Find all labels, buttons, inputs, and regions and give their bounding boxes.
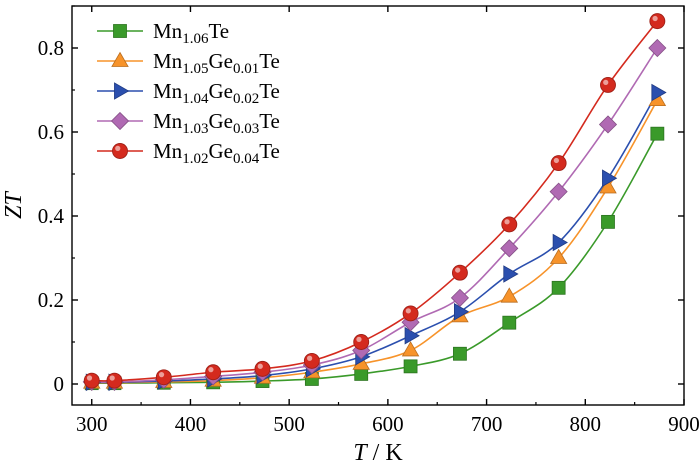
x-tick-label: 900 [668, 412, 700, 436]
legend-item-2: Mn1.05Ge0.01Te [97, 49, 280, 77]
data-point [353, 334, 370, 350]
marker-highlight [109, 375, 115, 381]
data-point [83, 372, 100, 389]
x-tick-label: 700 [471, 412, 503, 436]
marker-highlight [356, 336, 362, 342]
legend-label: Mn1.04Ge0.02Te [153, 79, 280, 107]
data-point [303, 352, 320, 369]
series-line-1 [91, 133, 659, 384]
y-tick-label: 0 [54, 372, 65, 396]
data-point [450, 288, 469, 307]
x-axis-title: T / K [353, 440, 403, 466]
data-point [648, 38, 667, 58]
legend-label: Mn1.06Te [153, 19, 229, 47]
y-axis-title: ZT [1, 191, 27, 219]
y-tick-label: 0.2 [38, 288, 64, 312]
data-point [501, 216, 518, 233]
legend-marker [112, 143, 128, 159]
axes: 300 400 500 600 700 800 900 0 0.2 0.4 0.6 0.8 T / K Z… [1, 5, 700, 466]
x-tick-label: 800 [570, 412, 602, 436]
marker-highlight [208, 366, 214, 373]
data-point [550, 155, 567, 172]
data-point [500, 239, 519, 258]
data-point [106, 372, 123, 389]
x-axis-unit: K [385, 440, 403, 466]
data-point [549, 248, 568, 264]
data-point [404, 326, 420, 345]
x-axis-separator: / [367, 440, 386, 466]
series-markers [82, 13, 667, 392]
data-point [453, 346, 467, 361]
y-tick-label: 0.8 [38, 36, 64, 60]
data-point [254, 360, 271, 377]
plot-frame [71, 5, 685, 406]
legend-item-5: Mn1.02Ge0.04Te [97, 139, 280, 167]
data-point [205, 364, 222, 381]
marker-highlight [504, 219, 510, 225]
marker-highlight [115, 145, 121, 151]
x-tick-label: 300 [76, 412, 108, 436]
data-point [599, 178, 617, 194]
marker-highlight [405, 308, 411, 314]
legend-marker [114, 82, 130, 100]
x-tick-label: 600 [372, 412, 404, 436]
marker-highlight [455, 267, 461, 273]
data-point [600, 77, 616, 93]
data-point [403, 359, 418, 374]
marker-highlight [652, 15, 658, 22]
legend-item-1: Mn1.06Te [97, 19, 229, 47]
data-point [549, 182, 568, 201]
data-point [649, 13, 666, 30]
x-tick-label: 500 [273, 412, 305, 436]
data-point [402, 305, 419, 322]
legend-item-4: Mn1.03Ge0.03Te [97, 109, 280, 137]
data-point [552, 233, 568, 252]
data-point [551, 280, 566, 295]
data-point [602, 169, 618, 187]
legend-marker [113, 24, 127, 38]
legend-item-3: Mn1.04Ge0.02Te [97, 79, 280, 107]
series-lines [91, 20, 659, 384]
legend-label: Mn1.02Ge0.04Te [153, 139, 280, 167]
data-point [454, 302, 470, 321]
marker-highlight [257, 363, 263, 369]
x-tick-label: 400 [175, 412, 207, 436]
data-point [451, 264, 468, 281]
data-point [155, 369, 172, 386]
marker-highlight [603, 79, 609, 85]
marker-highlight [553, 157, 560, 164]
legend-label: Mn1.05Ge0.01Te [153, 49, 280, 77]
data-point [503, 265, 519, 283]
data-point [601, 214, 615, 229]
x-axis-variable: T [353, 440, 368, 466]
y-tick-label: 0.4 [38, 204, 65, 228]
series-line-3 [91, 92, 659, 384]
data-point [401, 341, 420, 357]
marker-highlight [86, 375, 93, 381]
marker-highlight [306, 355, 313, 361]
data-point [502, 315, 517, 330]
legend-marker [111, 51, 129, 67]
legend-label: Mn1.03Ge0.03Te [153, 109, 280, 137]
data-point [500, 287, 519, 303]
legend-marker [110, 111, 130, 131]
data-point [650, 126, 665, 141]
series-5-points [83, 13, 666, 389]
series-line-5 [91, 20, 658, 382]
legend: Mn1.06TeMn1.05Ge0.01TeMn1.04Ge0.02TeMn1.… [97, 19, 280, 167]
data-point [598, 115, 618, 134]
marker-highlight [158, 372, 165, 378]
data-point [651, 83, 667, 102]
y-tick-label: 0.6 [38, 120, 64, 144]
